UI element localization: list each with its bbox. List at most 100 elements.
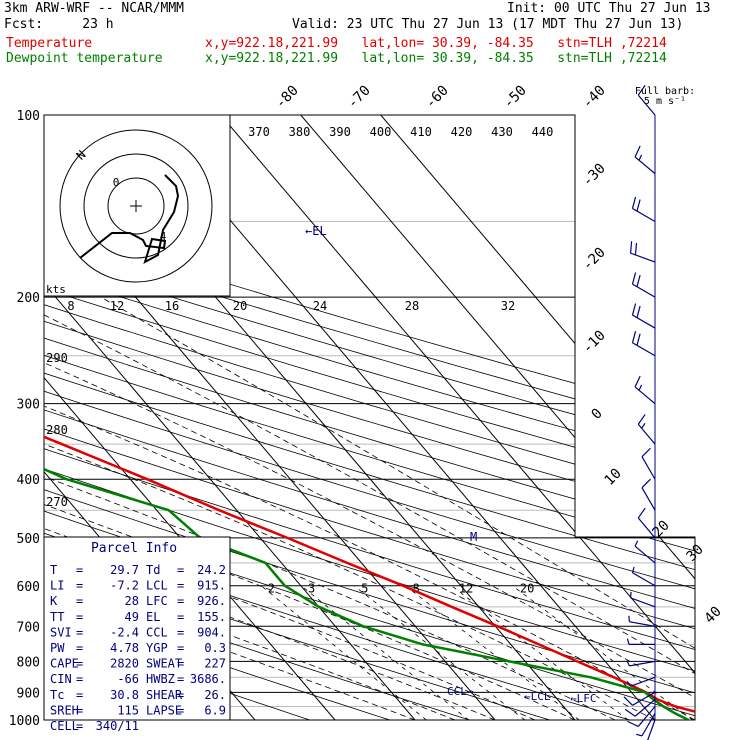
- parcel-eq: =: [76, 641, 83, 655]
- wind-barb: [641, 487, 656, 511]
- parcel-key: CELL: [50, 719, 79, 733]
- wind-barb: [634, 545, 656, 564]
- pressure-label: 900: [17, 686, 40, 701]
- parcel-key: YGP: [146, 641, 168, 655]
- temperature-legend: Temperature: [6, 36, 93, 51]
- parcel-key: LAPSE: [146, 703, 182, 717]
- wind-barb-feather: [626, 660, 630, 667]
- parcel-key: T: [50, 563, 57, 577]
- parcel-key: CCL: [146, 625, 168, 639]
- pressure-label: 300: [17, 398, 40, 413]
- wind-barb-feather: [634, 540, 639, 547]
- dry-adiabat: [44, 115, 695, 720]
- moist-adiabat: [44, 296, 695, 720]
- wind-barb-feather: [641, 447, 651, 458]
- pressure-label: 200: [17, 291, 40, 306]
- wind-barb: [641, 456, 656, 480]
- theta-label: 390: [329, 125, 351, 139]
- isotherm: [44, 115, 336, 720]
- mixing-ratio-line: [405, 585, 580, 720]
- isotherm: [44, 115, 416, 720]
- parcel-key: CAPE: [50, 657, 79, 671]
- wind-barb-feather: [636, 333, 641, 346]
- parcel-key: LI: [50, 579, 64, 593]
- parcel-value: 155.: [197, 610, 226, 624]
- wind-barb: [634, 699, 656, 717]
- lfc-marker: ←LFC: [570, 692, 597, 705]
- theta-label: 410: [410, 125, 432, 139]
- parcel-eq: =: [177, 657, 184, 671]
- isotherm: [0, 115, 15, 720]
- pressure-label: 500: [17, 532, 40, 547]
- theta-label-left: 280: [46, 423, 68, 437]
- parcel-value: 4.78: [110, 641, 139, 655]
- wind-barb: [630, 597, 656, 608]
- isotherm: [220, 115, 695, 720]
- isotherm-label: 30: [684, 542, 707, 565]
- dry-adiabat: [44, 115, 695, 720]
- theta-label-left: 290: [46, 351, 68, 365]
- wind-barb-feather: [626, 680, 632, 687]
- moist-adiabat: [44, 296, 695, 720]
- init-time: Init: 00 UTC Thu 27 Jun 13: [507, 1, 711, 16]
- wind-barb-feather: [641, 478, 651, 489]
- parcel-key: SWEAT: [146, 657, 182, 671]
- el-marker: ←EL: [305, 224, 327, 238]
- wind-barb-feather: [631, 272, 637, 285]
- wind-barb-feather: [636, 733, 643, 737]
- parcel-key: EL: [146, 610, 160, 624]
- wind-unit: 5 m s⁻¹: [644, 96, 686, 107]
- dry-adiabat: [44, 115, 695, 720]
- dewpoint-location: x,y=922.18,221.99 lat,lon= 30.39, -84.35…: [205, 51, 667, 66]
- wind-barb: [634, 386, 656, 405]
- wind-barb: [632, 208, 656, 223]
- parcel-key: K: [50, 594, 58, 608]
- parcel-info-box: [43, 536, 231, 721]
- hodograph-speed-label: 8: [67, 299, 74, 313]
- isotherm: [380, 115, 695, 720]
- wind-barb-feather: [634, 242, 638, 255]
- parcel-key: LCL: [146, 579, 168, 593]
- parcel-value: 29.7: [110, 563, 139, 577]
- forecast-hour: Fcst: 23 h: [4, 17, 114, 32]
- dry-adiabat: [44, 115, 695, 720]
- wind-barb: [632, 572, 656, 587]
- hodograph-ring: [83, 153, 189, 259]
- wind-barb: [629, 621, 656, 627]
- wind-barb-feather: [638, 154, 643, 161]
- hodograph-speed-label: 20: [233, 299, 247, 313]
- parcel-value: 28: [125, 594, 139, 608]
- parcel-eq: =: [76, 594, 83, 608]
- parcel-value: 926.: [197, 594, 226, 608]
- mixing-ratio-line: [354, 585, 526, 720]
- wind-barb-feather: [629, 591, 632, 598]
- parcel-key: SVI: [50, 625, 72, 639]
- mixing-ratio-label: 20: [520, 581, 534, 595]
- parcel-eq: =: [76, 688, 83, 702]
- isotherm-label: -10: [580, 328, 609, 357]
- isotherm-label: 40: [702, 604, 725, 627]
- lcl-marker: ←LCL: [524, 690, 551, 703]
- parcel-eq: =: [177, 625, 184, 639]
- wind-barb-feather: [631, 196, 637, 209]
- mixing-ratio-line: [512, 585, 694, 720]
- dry-adiabat: [44, 115, 695, 720]
- parcel-eq: =: [76, 625, 83, 639]
- isotherm-label: 10: [602, 466, 625, 489]
- hodograph-speed-label: 24: [313, 299, 327, 313]
- dry-adiabat: [44, 115, 695, 720]
- parcel-value: 24.2: [197, 563, 226, 577]
- parcel-key: CIN: [50, 672, 72, 686]
- model-title: 3km ARW-WRF -- NCAR/MMM: [4, 1, 185, 16]
- hodograph-trace: [79, 174, 180, 265]
- wind-barb: [647, 719, 656, 740]
- theta-label: 380: [289, 125, 311, 139]
- isotherm: [300, 115, 695, 720]
- wind-barb: [634, 156, 656, 175]
- parcel-eq: =: [177, 579, 184, 593]
- hodograph-speed-label: 28: [405, 299, 419, 313]
- mixing-ratio-label: 8: [413, 581, 420, 595]
- wind-barb-feather: [628, 615, 630, 622]
- wind-barb-feather: [634, 375, 641, 388]
- isotherm-label: -20: [580, 245, 609, 274]
